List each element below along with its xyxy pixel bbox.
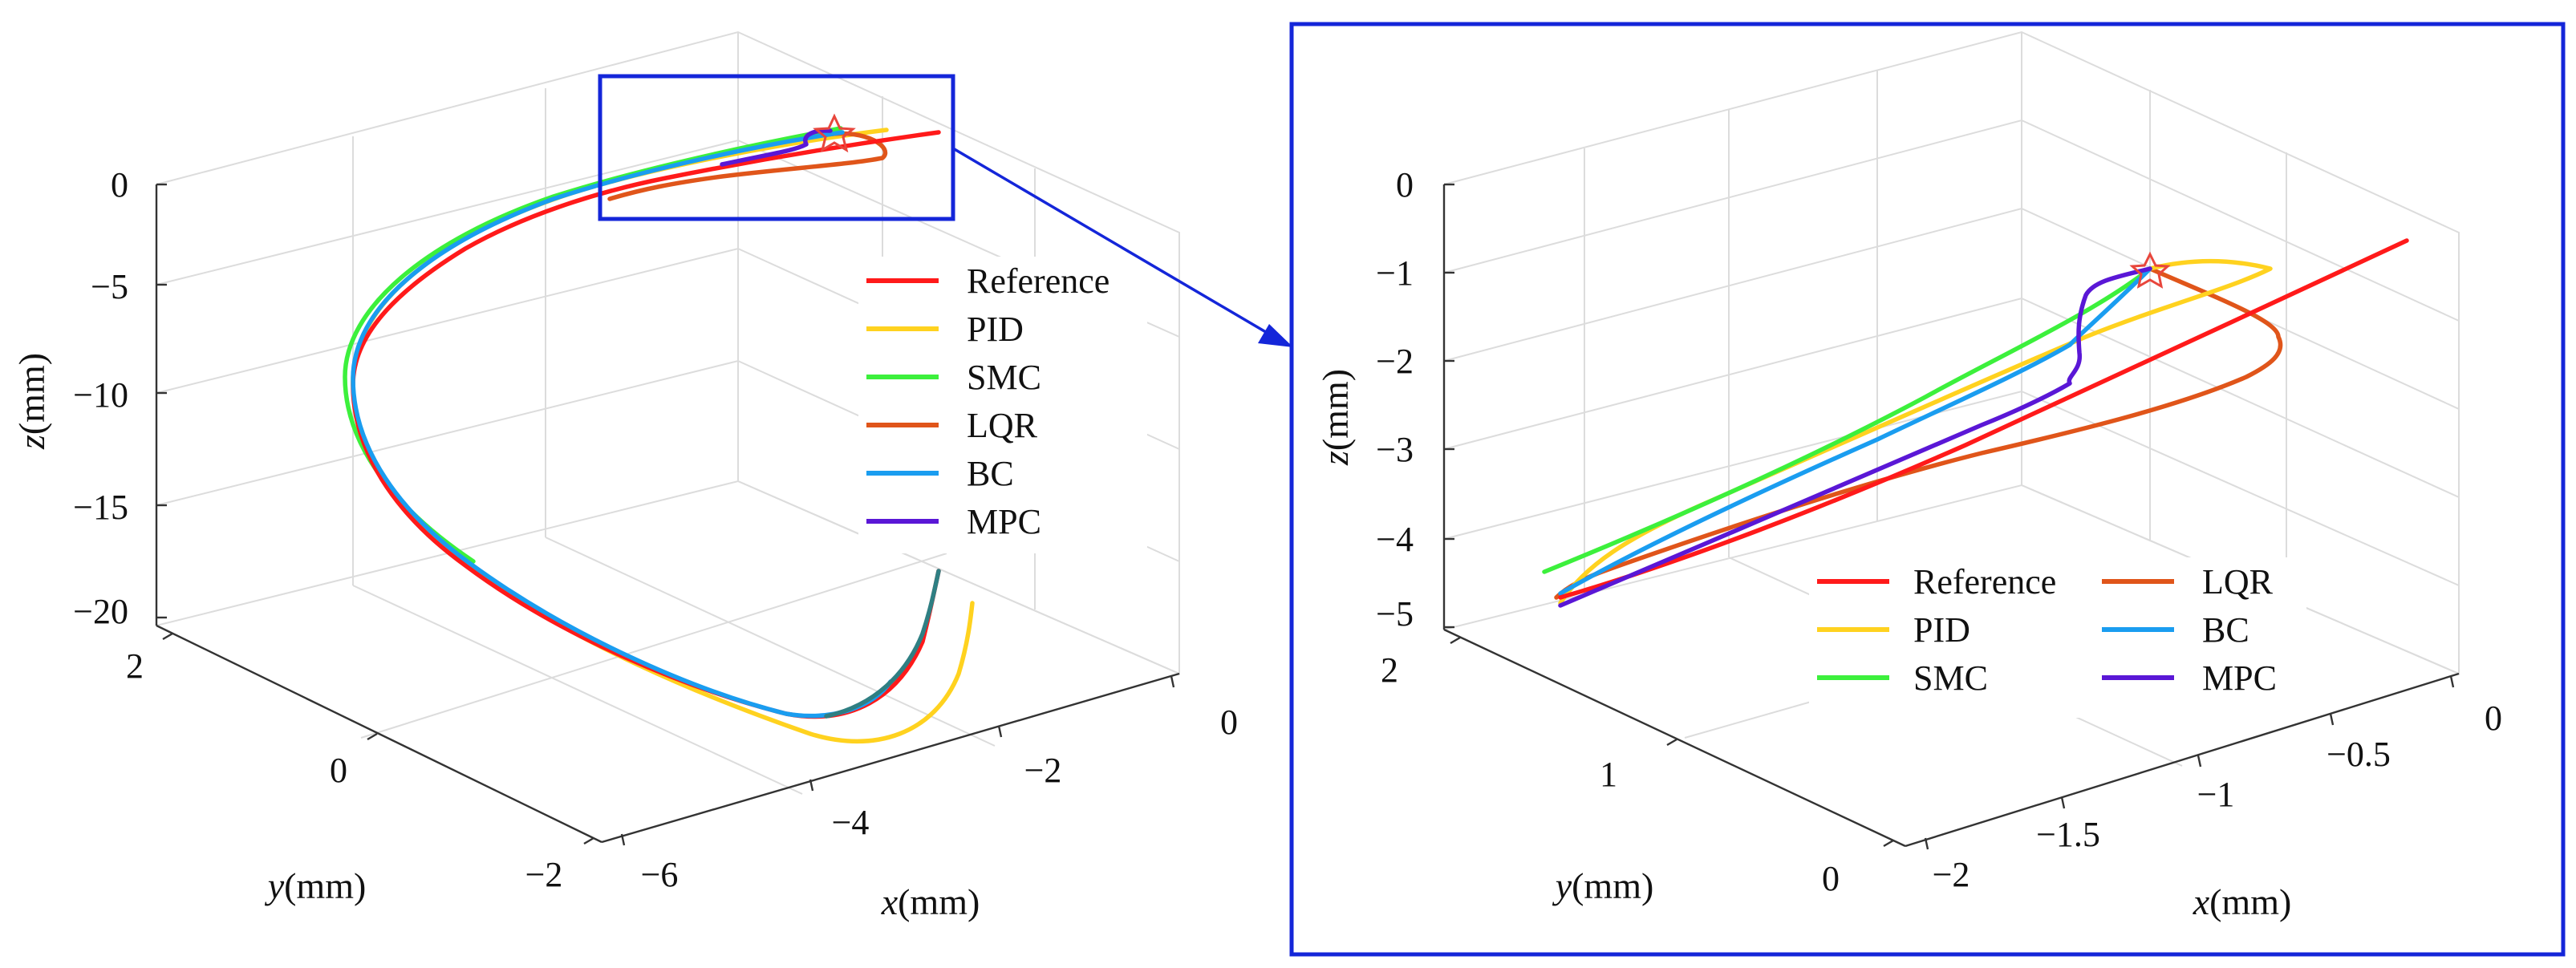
left-y-axis-label: y(mm) (265, 865, 367, 906)
left-z-tick: −10 (73, 375, 128, 415)
legend-label-mpc: MPC (2202, 658, 2277, 698)
left-axes (155, 183, 1180, 846)
left-y-tick: −2 (525, 855, 563, 894)
right-z-tick: −2 (1376, 342, 1414, 381)
right-x-tick: −1 (2197, 775, 2235, 814)
series-line-smc (343, 126, 843, 564)
right-y-tick: 0 (1822, 859, 1840, 898)
right-z-ticks: 0 −1 −2 −3 −4 −5 (1376, 165, 1414, 634)
left-3d-chart: 0 −5 −10 −15 −20 2 0 −2 −6 −4 −2 0 z(mm)… (11, 30, 1238, 922)
left-z-axis-label: z(mm) (11, 353, 52, 450)
left-legend: Reference PID SMC LQR BC MPC (858, 257, 1147, 553)
zoom-arrow (952, 147, 1293, 347)
legend-label-pid: PID (967, 310, 1024, 349)
left-grid (156, 30, 1180, 843)
start-star-marker (2129, 251, 2171, 289)
right-legend: Reference LQR PID BC SMC MPC (1809, 557, 2306, 718)
right-z-tick: −5 (1376, 594, 1414, 634)
zoom-panel-frame (1289, 22, 2566, 957)
legend-label-smc: SMC (967, 358, 1041, 397)
right-z-tick: −4 (1376, 520, 1414, 559)
series-line-lqr (1554, 266, 2283, 600)
left-x-axis-label: x(mm) (881, 881, 980, 922)
right-x-ticks: −2 −1.5 −1 −0.5 0 (1933, 699, 2502, 894)
right-3d-chart: 0 −1 −2 −3 −4 −5 2 1 0 −2 −1.5 −1 −0.5 0… (1315, 30, 2502, 922)
left-x-ticks: −6 −4 −2 0 (641, 703, 1238, 894)
legend-label-reference: Reference (967, 261, 1110, 301)
series-line-mpc (1558, 266, 2152, 608)
right-x-tick: −1.5 (2036, 815, 2100, 854)
legend-label-mpc: MPC (967, 502, 1041, 541)
right-series-lines (1542, 238, 2409, 608)
legend-label-pid: PID (1913, 610, 1970, 650)
right-x-axis-label: x(mm) (2193, 881, 2292, 922)
right-z-axis-label: z(mm) (1315, 369, 1356, 466)
left-y-tick: 0 (330, 751, 347, 790)
series-line-mpc (720, 128, 833, 167)
right-y-axis-label: y(mm) (1552, 865, 1654, 906)
series-line-bc (1558, 266, 2152, 596)
right-x-tick: −2 (1933, 855, 1970, 894)
left-z-tick: 0 (111, 165, 128, 205)
left-z-tick: −15 (73, 488, 128, 527)
start-star-marker (813, 113, 856, 153)
series-line-pid (1558, 258, 2273, 606)
right-x-tick: −0.5 (2327, 735, 2391, 774)
right-axes (1442, 183, 2460, 850)
legend-label-bc: BC (967, 454, 1014, 493)
legend-label-smc: SMC (1913, 658, 1988, 698)
series-line-smc (1542, 266, 2152, 574)
left-y-ticks: 2 0 −2 (126, 646, 562, 894)
legend-label-lqr: LQR (2202, 562, 2274, 601)
right-z-tick: −3 (1376, 430, 1414, 469)
left-y-tick: 2 (126, 646, 144, 686)
left-x-tick: 0 (1220, 703, 1238, 742)
legend-label-reference: Reference (1913, 562, 2056, 601)
left-z-ticks: 0 −5 −10 −15 −20 (73, 165, 128, 631)
series-line-reference (1558, 238, 2409, 600)
right-y-tick: 2 (1381, 650, 1398, 690)
left-x-tick: −6 (641, 855, 679, 894)
series-line-overlap (824, 569, 941, 719)
right-y-ticks: 2 1 0 (1381, 650, 1840, 898)
left-x-tick: −2 (1024, 751, 1062, 790)
right-z-tick: −1 (1376, 253, 1414, 293)
legend-label-lqr: LQR (967, 406, 1038, 445)
left-series-lines (343, 113, 975, 744)
left-z-tick: −20 (73, 592, 128, 631)
right-x-tick: 0 (2485, 699, 2502, 738)
left-z-tick: −5 (91, 267, 128, 306)
legend-label-bc: BC (2202, 610, 2249, 650)
series-line-bc (351, 130, 893, 719)
left-x-tick: −4 (832, 803, 870, 842)
zoom-region-box (598, 74, 955, 221)
right-y-tick: 1 (1600, 755, 1617, 794)
right-z-tick: 0 (1396, 165, 1414, 205)
